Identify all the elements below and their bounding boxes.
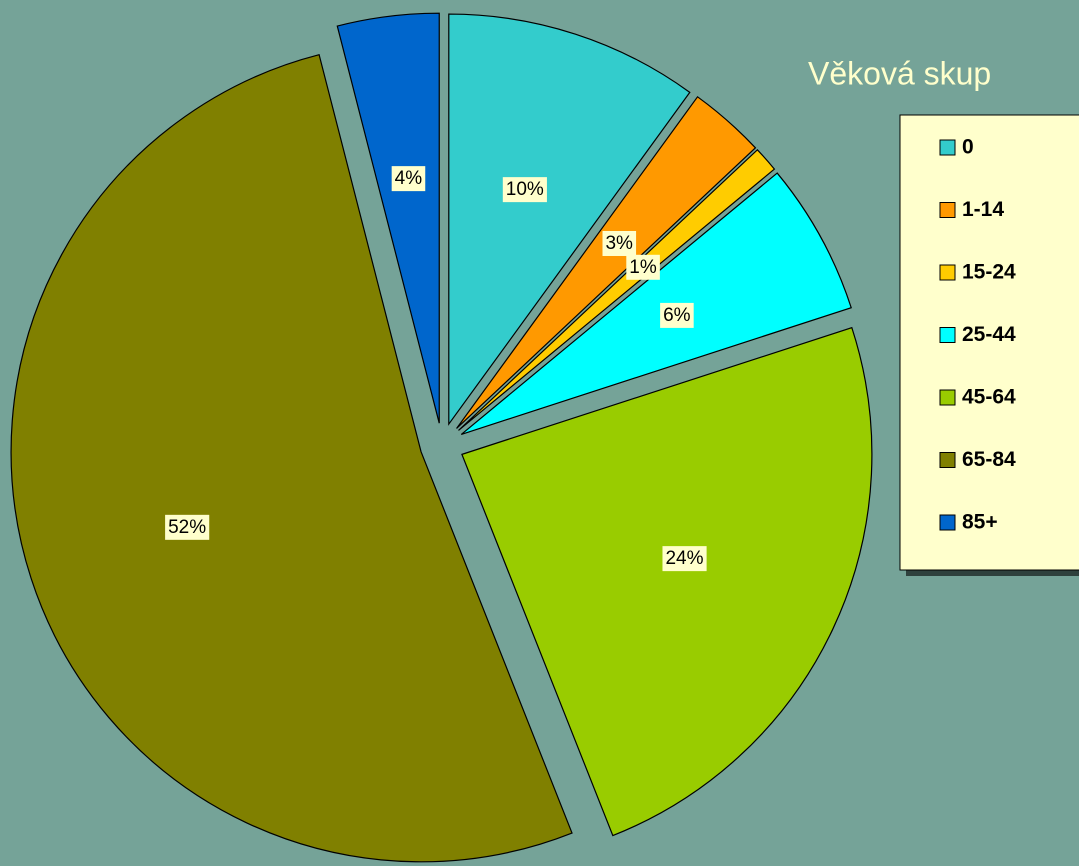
legend-box	[899, 114, 1079, 571]
legend-swatch	[939, 327, 956, 343]
legend-label: 65-84	[962, 448, 1016, 471]
legend-label: 0	[962, 136, 974, 159]
data-label: 3%	[605, 233, 633, 254]
legend-label: 85+	[962, 511, 998, 534]
legend-label: 1-14	[962, 198, 1004, 221]
legend-label: 15-24	[962, 261, 1016, 284]
labels: 10% 3% 1% 6% 24% 52% 4%	[165, 166, 707, 572]
legend-swatch	[939, 139, 956, 156]
data-label-bg	[391, 166, 426, 192]
data-label: 6%	[663, 305, 691, 326]
legend-label: 45-64	[962, 386, 1016, 409]
pie-slice	[458, 148, 776, 431]
pie-slice	[461, 326, 873, 837]
legend-swatch	[939, 202, 956, 218]
data-label: 52%	[168, 517, 206, 538]
data-label-bg	[662, 546, 707, 572]
data-label-bg	[602, 230, 637, 256]
legend-swatch	[939, 264, 956, 281]
legend-label: 25-44	[962, 323, 1016, 346]
data-label-bg	[660, 302, 694, 328]
legend-swatch	[939, 514, 956, 531]
data-label-bg	[502, 177, 547, 203]
data-label: 10%	[506, 179, 544, 200]
legend-swatch	[939, 452, 956, 468]
pie-slice	[336, 12, 440, 424]
legend-swatch	[939, 389, 956, 406]
pie-slice	[448, 13, 691, 426]
data-label: 24%	[665, 548, 703, 569]
data-label: 1%	[629, 257, 657, 278]
data-label-bg	[626, 254, 660, 280]
data-label-bg	[165, 514, 210, 540]
pie-slice	[456, 95, 757, 429]
legend: 0 1-14 15-24 25-44 45-64 65-84 85+	[939, 136, 1016, 534]
chart-title: Věková skup	[808, 55, 991, 91]
data-label: 4%	[395, 168, 423, 189]
pie-slice	[10, 53, 573, 863]
slices	[10, 12, 873, 863]
pie-slice	[460, 172, 852, 435]
